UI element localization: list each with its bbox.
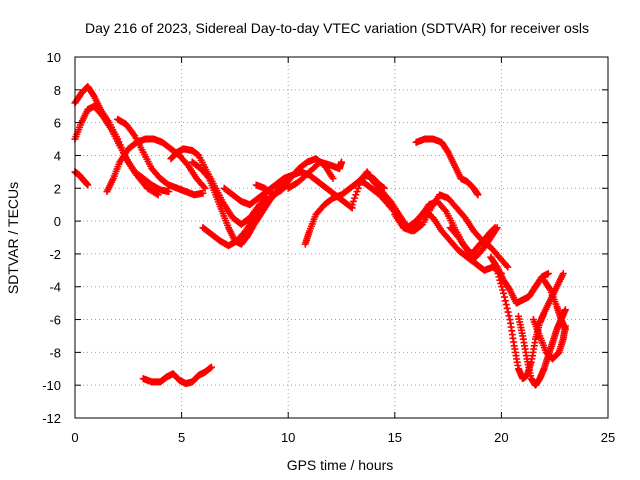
y-tick-label: -12 [42, 411, 61, 426]
data-point [504, 308, 512, 316]
data-point [352, 191, 360, 199]
series-track-u [529, 316, 569, 363]
x-tick-label: 20 [494, 430, 508, 445]
x-tick-label: 15 [388, 430, 402, 445]
data-point [561, 322, 569, 330]
data-point [500, 289, 508, 297]
axis-ticks [74, 56, 609, 419]
series-track-w [139, 363, 215, 388]
data-point [500, 293, 508, 301]
data-point [354, 184, 362, 192]
data-points [71, 83, 569, 389]
series-track-i [220, 168, 356, 212]
y-tick-label: 2 [54, 181, 61, 196]
data-point [165, 188, 173, 196]
y-tick-label: 8 [54, 83, 61, 98]
data-point [495, 273, 503, 281]
series-track-b [71, 102, 162, 199]
series-track-f [167, 145, 271, 228]
series-track-k [284, 158, 345, 192]
data-point [546, 285, 554, 293]
chart-title: Day 216 of 2023, Sidereal Day-to-day VTE… [85, 20, 589, 36]
data-point [474, 191, 482, 199]
data-point [355, 181, 363, 189]
data-point [504, 263, 512, 271]
data-point [561, 306, 569, 314]
plot-frame [74, 56, 609, 419]
data-point [154, 191, 162, 199]
y-axis-label: SDTVAR / TECUs [5, 182, 21, 294]
data-point [153, 190, 161, 198]
data-point [493, 266, 501, 274]
data-point [207, 363, 215, 371]
series-track-c [71, 168, 92, 189]
series-track-r [487, 253, 552, 307]
y-tick-labels: -12 -10 -8 -6 -4 -2 0 2 4 6 8 10 [42, 50, 61, 426]
data-point [494, 270, 502, 278]
data-point [503, 262, 511, 270]
data-point [498, 283, 506, 291]
y-tick-label: 0 [54, 214, 61, 229]
series-track-q [446, 224, 501, 261]
y-tick-label: 6 [54, 116, 61, 131]
data-point [353, 188, 361, 196]
series-track-o [391, 197, 499, 258]
data-point [199, 189, 207, 197]
data-point [501, 297, 509, 305]
data-point [201, 184, 209, 192]
y-tick-label: 4 [54, 148, 61, 163]
data-point [505, 312, 513, 320]
data-point [441, 206, 449, 214]
data-point [496, 276, 504, 284]
x-tick-label: 5 [178, 430, 185, 445]
y-tick-label: -4 [49, 280, 61, 295]
series-track-e [114, 115, 207, 199]
data-point [499, 286, 507, 294]
data-point [338, 158, 345, 166]
data-point [351, 194, 359, 202]
y-tick-label: -6 [49, 313, 61, 328]
data-point [348, 201, 356, 209]
y-tick-label: -8 [49, 345, 61, 360]
y-tick-label: -2 [49, 247, 61, 262]
data-point [84, 181, 92, 189]
x-tick-label: 10 [281, 430, 295, 445]
data-point [503, 304, 511, 312]
x-tick-label: 0 [71, 430, 78, 445]
data-point [329, 174, 337, 182]
data-point [204, 173, 212, 181]
data-point [502, 301, 510, 309]
x-axis-label: GPS time / hours [287, 457, 394, 473]
x-tick-label: 25 [601, 430, 615, 445]
x-tick-labels: 0 5 10 15 20 25 [71, 430, 615, 445]
data-point [544, 270, 552, 278]
y-tick-label: -10 [42, 378, 61, 393]
y-tick-label: 10 [47, 50, 61, 65]
data-point [349, 197, 357, 205]
data-point [497, 279, 505, 287]
data-point [200, 183, 208, 191]
series-track-v [540, 276, 569, 324]
data-point [493, 224, 501, 232]
data-point [559, 270, 567, 278]
grid-lines [75, 57, 608, 418]
series-track-p [412, 135, 482, 199]
data-point [492, 225, 500, 233]
